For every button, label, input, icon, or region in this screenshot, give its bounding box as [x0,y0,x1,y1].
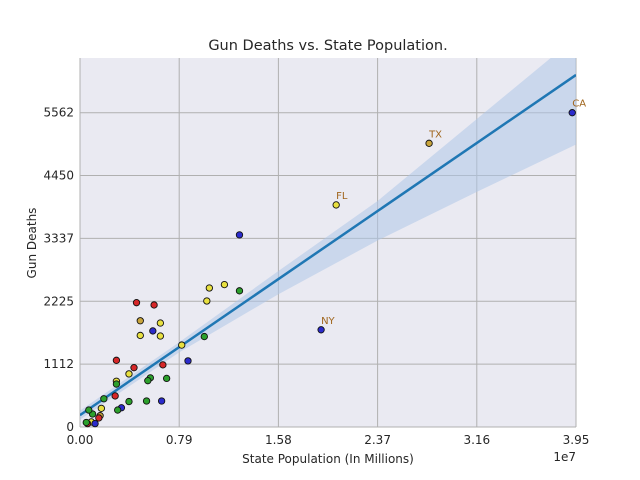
data-point [136,331,144,340]
data-point [136,317,144,325]
y-tick-label: 4450 [43,169,74,183]
data-point [112,380,121,388]
data-point [156,319,165,327]
data-point [125,397,133,406]
data-point [178,341,186,349]
y-tick-label: 2225 [43,294,74,308]
y-tick-label: 5562 [43,106,74,120]
data-point [100,395,108,403]
data-point [332,201,340,209]
point-annotations: CA TX FL NY [321,99,586,327]
data-point [144,377,152,385]
data-point [156,332,165,340]
data-point [130,364,138,372]
point-label: TX [428,129,442,140]
data-point [150,301,158,309]
x-tick-label: 0.00 [67,433,94,447]
data-point [425,139,433,147]
data-point [114,406,122,414]
data-point [184,357,192,365]
data-point [317,326,325,334]
chart-title: Gun Deaths vs. State Population. [208,38,447,54]
data-point [205,284,213,292]
x-tick-label: 2.37 [364,433,391,447]
x-axis-offset-label: 1e7 [553,450,576,464]
x-tick-label: 3.16 [463,433,490,447]
regression-line-group [80,73,576,417]
data-point [162,374,171,383]
data-point [149,327,157,335]
data-point [235,231,244,239]
data-point [125,370,133,378]
x-axis-label: State Population (In Millions) [242,452,414,466]
data-point [82,418,90,427]
data-point [568,109,576,117]
point-label: FL [336,191,348,202]
x-tick-label: 3.95 [563,433,590,447]
y-tick-labels: 0 1112 2225 3337 4450 5562 [43,106,74,434]
point-label: NY [321,316,335,327]
data-point [97,404,105,413]
data-point [95,414,103,422]
data-point [220,280,229,289]
x-tick-label: 0.79 [166,433,193,447]
y-tick-label: 3337 [43,231,74,245]
x-tick-label: 1.58 [265,433,292,447]
y-tick-label: 0 [66,420,74,434]
data-point [132,299,141,307]
data-point [112,356,121,364]
data-point [203,297,211,305]
point-label: CA [572,99,586,110]
y-axis-label: Gun Deaths [25,208,39,279]
data-point [142,397,151,405]
data-point [157,397,166,405]
x-tick-labels: 0.00 0.79 1.58 2.37 3.16 3.95 [67,433,590,447]
regression-line [80,73,576,417]
data-point [111,392,119,400]
data-point [85,406,93,414]
data-point [159,361,167,369]
data-point [91,419,99,428]
data-points [82,109,576,428]
data-point [235,287,244,295]
y-tick-label: 1112 [43,357,74,371]
data-point [200,332,208,341]
